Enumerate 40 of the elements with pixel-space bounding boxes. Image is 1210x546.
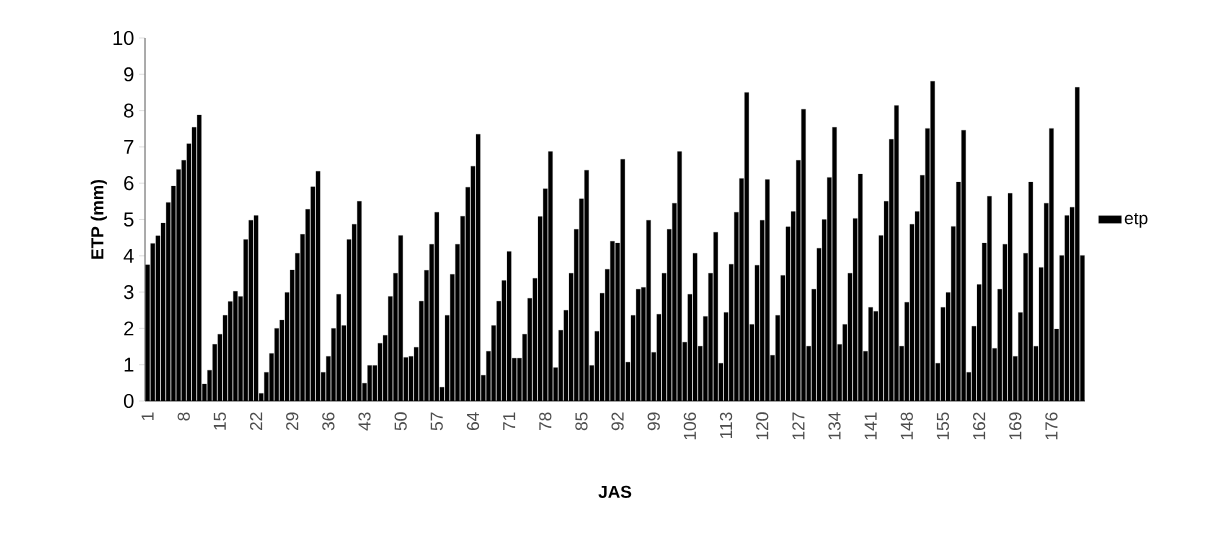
x-tick-label: 134 <box>828 412 841 440</box>
x-tick-label: 127 <box>792 412 805 440</box>
x-tick-label: 8 <box>177 412 190 421</box>
x-tick-label: 120 <box>756 412 769 440</box>
y-tick-label: 9 <box>124 67 134 82</box>
x-tick-label: 85 <box>575 412 588 431</box>
x-tick-label: 15 <box>213 412 226 430</box>
x-tick-label: 1 <box>141 412 154 421</box>
x-tick-label: 22 <box>250 412 263 431</box>
x-tick-label: 99 <box>647 412 660 431</box>
y-tick-label: 3 <box>123 285 134 300</box>
y-tick-label: 8 <box>124 103 134 118</box>
x-tick-label: 141 <box>864 412 877 440</box>
y-tick-label: 2 <box>124 321 134 336</box>
y-tick-label: 7 <box>124 140 134 154</box>
y-tick-label: 6 <box>124 176 134 191</box>
x-tick-label: 155 <box>936 412 950 440</box>
x-tick-label: 78 <box>539 412 552 431</box>
x-tick-label: 148 <box>900 412 913 440</box>
y-axis-title: ETP (mm) <box>90 179 107 259</box>
x-tick-label: 176 <box>1045 412 1058 440</box>
y-tick-label: 1 <box>124 357 134 372</box>
x-tick-label: 57 <box>430 412 443 431</box>
x-axis-title: JAS <box>598 485 632 498</box>
x-tick-label: 43 <box>358 412 371 431</box>
y-tick-label: 10 <box>113 30 134 46</box>
x-tick-label: 64 <box>466 412 480 431</box>
x-tick-label: 29 <box>286 412 299 431</box>
x-tick-label: 92 <box>611 412 624 431</box>
x-tick-label: 36 <box>322 412 335 431</box>
x-tick-label: 169 <box>1009 412 1022 440</box>
x-tick-label: 71 <box>503 412 516 431</box>
x-tick-label: 113 <box>719 412 733 439</box>
x-tick-label: 50 <box>394 412 407 431</box>
x-tick-label: 162 <box>972 412 986 440</box>
legend-label: etp <box>1124 212 1148 228</box>
y-tick-label: 0 <box>123 393 134 409</box>
y-tick-label: 5 <box>123 212 134 227</box>
x-tick-label: 106 <box>683 412 697 440</box>
y-tick-label: 4 <box>123 248 134 263</box>
